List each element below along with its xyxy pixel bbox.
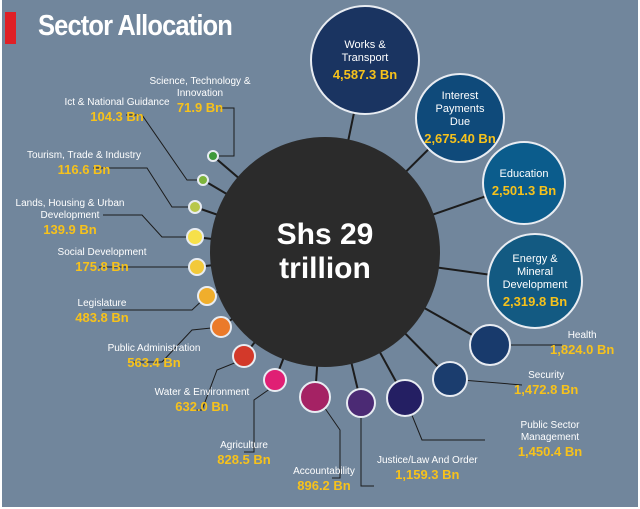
sector-value: 2,501.3 Bn <box>491 183 557 198</box>
sector-value: 116.6 Bn <box>57 162 111 177</box>
sector-name: Security <box>528 370 565 381</box>
leader-lands-housing-urban-development <box>103 214 195 238</box>
sector-name: Public Sector Management <box>520 420 580 443</box>
bubble-legislature <box>197 286 217 306</box>
label-tourism-trade-industry: Tourism, Trade & Industry 116.6 Bn <box>24 150 144 178</box>
total-label: Shs 29 trillion <box>276 218 374 285</box>
sector-value: 2,319.8 Bn <box>502 294 568 309</box>
leader-agriculture <box>244 385 275 453</box>
bubble-interest-payments-due: Interest Payments Due 2,675.40 Bn <box>415 73 505 163</box>
bubble-agriculture <box>263 368 287 392</box>
sector-name: Ict & National Guidance <box>64 97 170 108</box>
sector-value: 828.5 Bn <box>217 452 271 467</box>
label-water-environment: Water & Environment 632.0 Bn <box>142 387 262 415</box>
sector-value: 71.9 Bn <box>176 100 224 115</box>
sector-value: 483.8 Bn <box>75 310 129 325</box>
sector-value: 1,450.4 Bn <box>517 444 583 459</box>
sector-value: 104.3 Bn <box>90 109 144 124</box>
sector-value: 1,472.8 Bn <box>514 382 579 397</box>
sector-value: 896.2 Bn <box>297 478 351 493</box>
label-public-sector-management: Public Sector Management 1,450.4 Bn <box>490 420 610 460</box>
sector-value: 4,587.3 Bn <box>332 66 398 82</box>
bubble-water-environment <box>232 344 256 368</box>
chart-title: Sector Allocation <box>38 10 233 42</box>
leader-water-environment <box>192 359 243 411</box>
sector-value: 563.4 Bn <box>127 355 181 370</box>
bubble-science-technology-innovation <box>207 150 219 162</box>
title-accent-bar <box>5 12 16 44</box>
sector-name: Education <box>499 168 549 180</box>
label-science-technology-innovation: Science, Technology & Innovation 71.9 Bn <box>140 76 260 116</box>
leader-science-technology-innovation <box>213 107 235 157</box>
sector-name: Works & Transport <box>341 38 389 64</box>
sector-name: Justice/Law And Order <box>377 455 478 466</box>
label-public-administration: Public Administration 563.4 Bn <box>94 343 214 371</box>
bubble-public-administration <box>210 316 232 338</box>
sector-name: Lands, Housing & Urban Development <box>15 198 125 221</box>
bubble-health <box>469 324 511 366</box>
leader-justice-law-and-order <box>360 403 374 487</box>
sector-name: Science, Technology & Innovation <box>149 76 251 99</box>
label-lands-housing-urban-development: Lands, Housing & Urban Development 139.9 … <box>10 198 130 238</box>
bubble-ict-national-guidance <box>197 174 209 186</box>
bubble-works-transport: Works & Transport 4,587.3 Bn <box>310 5 420 115</box>
leader-public-administration <box>132 326 222 363</box>
label-justice-law-and-order: Justice/Law And Order 1,159.3 Bn <box>377 455 478 483</box>
sector-value: 2,675.40 Bn <box>424 131 496 146</box>
sector-name: Interest Payments Due <box>435 90 485 128</box>
sector-value: 175.8 Bn <box>75 259 129 274</box>
sector-name: Legislature <box>77 298 127 309</box>
leader-accountability <box>321 403 341 479</box>
label-accountability: Accountability 896.2 Bn <box>264 466 384 494</box>
sector-name: Water & Environment <box>154 387 250 398</box>
bubble-social-development <box>188 258 206 276</box>
sector-value: 632.0 Bn <box>175 399 229 414</box>
sector-name: Energy & Mineral Development <box>502 253 568 291</box>
bubble-accountability <box>299 381 331 413</box>
bubble-education: Education 2,501.3 Bn <box>482 141 566 225</box>
label-security: Security 1,472.8 Bn <box>514 370 578 398</box>
bubble-security <box>432 361 468 397</box>
bubble-lands-housing-urban-development <box>186 228 204 246</box>
sector-name: Agriculture <box>220 440 268 451</box>
bubble-energy-mineral-development: Energy & Mineral Development 2,319.8 Bn <box>487 233 583 329</box>
sector-name: Health <box>567 330 597 341</box>
leader-ict-national-guidance <box>126 114 203 181</box>
label-social-development: Social Development 175.8 Bn <box>42 247 162 275</box>
sector-value: 1,824.0 Bn <box>550 342 615 357</box>
label-health: Health 1,824.0 Bn <box>550 330 614 358</box>
sector-name: Public Administration <box>107 343 201 354</box>
total-budget-circle: Shs 29 trillion <box>210 137 440 367</box>
label-agriculture: Agriculture 828.5 Bn <box>184 440 304 468</box>
sector-name: Social Development <box>57 247 147 258</box>
sector-name: Accountability <box>293 466 355 477</box>
leader-tourism-trade-industry <box>93 167 195 208</box>
sector-value: 1,159.3 Bn <box>395 467 460 482</box>
label-ict-national-guidance: Ict & National Guidance 104.3 Bn <box>57 97 177 125</box>
bubble-justice-law-and-order <box>346 388 376 418</box>
sector-value: 139.9 Bn <box>43 222 97 237</box>
bubble-public-sector-management <box>386 379 424 417</box>
sector-name: Tourism, Trade & Industry <box>27 150 141 161</box>
bubble-tourism-trade-industry <box>188 200 202 214</box>
label-legislature: Legislature 483.8 Bn <box>42 298 162 326</box>
